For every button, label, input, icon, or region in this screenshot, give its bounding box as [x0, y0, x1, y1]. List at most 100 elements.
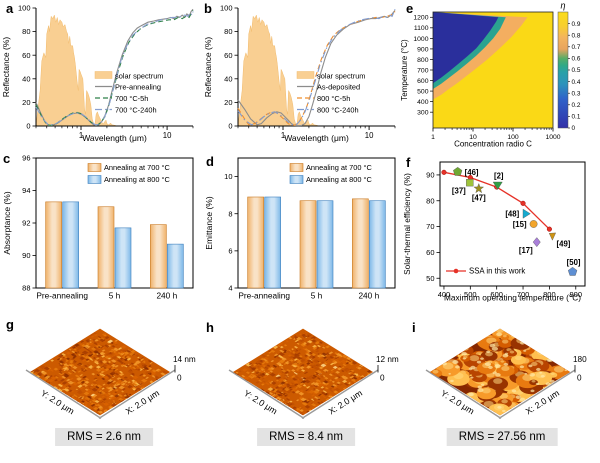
legend-swatch [289, 163, 304, 172]
speckle [278, 379, 283, 383]
speckle [108, 396, 114, 400]
speckle [262, 382, 266, 385]
speckle [111, 345, 116, 348]
legend-label: Annealing at 800 °C [306, 175, 372, 184]
speckle [254, 362, 259, 365]
speckle [86, 363, 91, 366]
speckle [325, 359, 332, 364]
ref-label: [48] [505, 210, 519, 219]
legend-label: solar spectrum [317, 72, 365, 81]
x-tick-label: 800 [543, 290, 556, 299]
speckle [93, 346, 97, 349]
blob-spark [502, 353, 509, 358]
speckle [41, 371, 48, 375]
tri-downleft-marker [548, 232, 557, 241]
speckle [124, 396, 128, 399]
bar-Pre-annealing-1 [264, 196, 281, 289]
y-tick-label: 40 [22, 74, 30, 83]
square-marker [466, 179, 474, 187]
speckle [105, 393, 110, 397]
speckle [126, 384, 133, 389]
speckle [108, 351, 113, 355]
speckle [278, 352, 285, 357]
speckle [266, 354, 270, 357]
speckle [351, 382, 355, 385]
series-2 [35, 11, 194, 126]
ssa-point [546, 226, 552, 232]
speckle [280, 399, 284, 402]
blob-spark [476, 360, 482, 364]
blob-highlight [493, 378, 503, 384]
speckle [269, 372, 276, 377]
speckle [94, 399, 100, 404]
speckle [322, 356, 328, 359]
speckle [306, 332, 313, 337]
y-tick-label: 80 [426, 196, 434, 205]
speckle [43, 374, 49, 378]
blob-spark [515, 395, 522, 399]
speckle [353, 373, 359, 377]
speckle [275, 355, 282, 360]
afm-axis-x [498, 369, 576, 419]
speckle [304, 405, 311, 409]
speckle [88, 351, 94, 355]
blob-spark [535, 382, 540, 386]
y-tick-label: 6 [228, 246, 232, 255]
speckle [251, 374, 258, 378]
y-tick-label: 400 [417, 99, 429, 106]
speckle [99, 338, 106, 343]
speckle [93, 406, 99, 411]
speckle [305, 357, 309, 360]
speckle [310, 350, 315, 354]
speckle [306, 359, 312, 363]
speckle [346, 357, 351, 361]
speckle [323, 380, 329, 384]
y-tick-label: 700 [417, 67, 429, 74]
speckle [296, 367, 302, 370]
bar-5 h-0 [299, 200, 317, 289]
speckle [251, 370, 256, 374]
speckle [147, 359, 153, 363]
speckle [129, 374, 134, 377]
speckle [66, 388, 72, 391]
speckle [283, 344, 288, 347]
speckle [336, 381, 341, 385]
speckle [133, 362, 138, 366]
speckle [273, 355, 278, 358]
speckle [272, 387, 276, 389]
speckle [83, 364, 88, 368]
speckle [80, 353, 85, 356]
speckle [320, 401, 324, 404]
speckle [331, 374, 335, 377]
speckle [310, 382, 316, 385]
speckle [298, 377, 304, 381]
speckle [111, 356, 117, 360]
chart-reflectance-800C: 0 20 40 60 80 100 1 10 solar spectrum As-deposite… [203, 4, 396, 143]
speckle [83, 344, 90, 348]
speckle [331, 372, 336, 376]
speckle [135, 360, 142, 365]
speckle [107, 386, 114, 391]
blob-spark [519, 365, 525, 369]
panel-letter-h: h [206, 320, 214, 335]
scale-max-label: 180 [573, 355, 587, 364]
speckle [268, 392, 274, 395]
category-label: 240 h [358, 291, 379, 301]
afm-speckles [30, 332, 170, 416]
speckle [112, 362, 116, 365]
speckle [99, 366, 105, 370]
legend-label: Pre-annealing [115, 83, 161, 92]
speckle [284, 373, 290, 378]
speckle [320, 361, 325, 364]
speckle [129, 366, 134, 370]
tri-right-marker [522, 208, 531, 219]
speckle [95, 365, 101, 369]
speckle [113, 384, 118, 387]
speckle [60, 368, 65, 371]
speckle [110, 366, 116, 370]
speckle [149, 380, 153, 383]
speckle [256, 360, 261, 363]
speckle [85, 358, 90, 361]
y-tick-label: 1000 [413, 36, 428, 43]
speckle [76, 377, 82, 381]
